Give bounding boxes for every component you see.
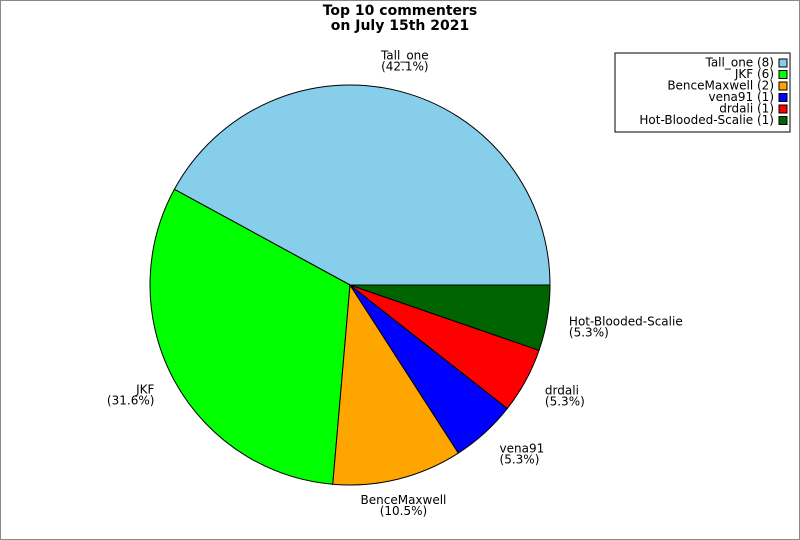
slice-label: Tall_one: [380, 48, 429, 62]
pie-slice: [173, 84, 551, 286]
legend-label: drdali (1): [719, 102, 774, 116]
legend-swatch: [778, 70, 788, 79]
legend-label: Hot-Blooded-Scalie (1): [639, 113, 774, 127]
pie-slice: [349, 284, 551, 351]
legend-swatch: [778, 58, 788, 68]
chart-title: on July 15th 2021: [331, 18, 469, 34]
slice-value-label: (10.5%): [380, 504, 427, 518]
legend-box: [614, 52, 791, 133]
slice-value-label: (5.3%): [569, 325, 609, 339]
slice-label: Hot-Blooded-Scalie: [569, 314, 683, 328]
pie-slice: [149, 188, 351, 485]
legend-swatch: [778, 116, 788, 125]
slice-label: vena91: [500, 442, 545, 456]
chart-title: Top 10 commenters: [323, 3, 478, 19]
legend-swatch: [778, 81, 788, 91]
legend-label: JKF (6): [734, 67, 774, 81]
slice-value-label: (5.3%): [500, 453, 540, 467]
pie-slice: [332, 283, 460, 486]
slice-value-label: (42.1%): [381, 59, 428, 73]
slice-label: drdali: [545, 384, 579, 398]
legend-label: Tall_one (8): [704, 56, 774, 70]
legend-swatch: [778, 104, 788, 114]
legend-label: vena91 (1): [708, 90, 774, 104]
slice-label: JKF: [135, 383, 154, 397]
legend-swatch: [778, 93, 788, 102]
slice-value-label: (31.6%): [107, 394, 154, 408]
slice-label: BenceMaxwell: [361, 493, 447, 507]
slice-value-label: (5.3%): [545, 395, 585, 409]
legend-label: BenceMaxwell (2): [667, 79, 774, 93]
